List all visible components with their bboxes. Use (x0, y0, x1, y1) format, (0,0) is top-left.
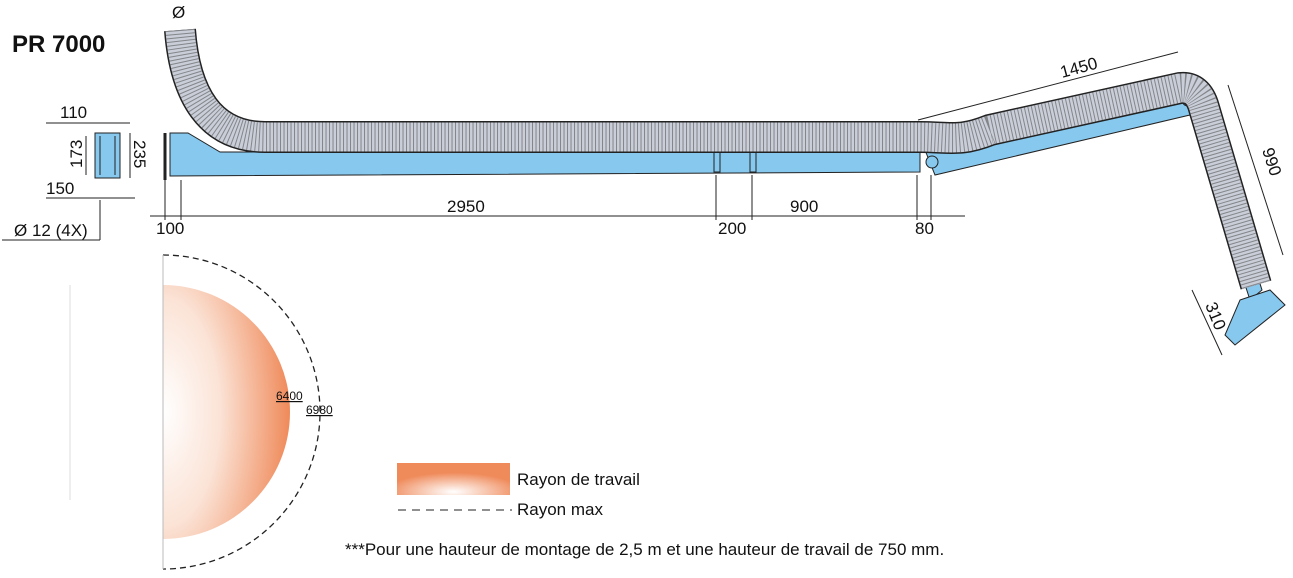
dim-label: 990 (1258, 145, 1285, 178)
dim-label: 2950 (447, 197, 485, 216)
legend-label: Rayon de travail (517, 470, 640, 489)
dim-label: 150 (46, 179, 74, 198)
wall-plate (2, 122, 135, 241)
hose-diameter: Ø (172, 3, 185, 22)
dim-label: 235 (130, 140, 149, 168)
dim-label: 310 (1201, 299, 1229, 332)
dim-label: 80 (915, 219, 934, 238)
dim-label: 200 (718, 219, 746, 238)
footnote: ***Pour une hauteur de montage de 2,5 m … (345, 540, 944, 559)
dim-label: 110 (60, 103, 87, 122)
title: PR 7000 (12, 31, 105, 58)
dimension-lines (150, 51, 1284, 356)
legend-label: Rayon max (517, 500, 603, 519)
legend-swatch (397, 463, 510, 495)
radius-label: 6400 (276, 389, 303, 403)
max-radius (162, 254, 321, 570)
hose (164, 28, 1272, 290)
dim-label: 100 (156, 219, 184, 238)
dim-label: 900 (790, 197, 818, 216)
dim-label: Ø 12 (4X) (14, 221, 88, 240)
work-area (163, 285, 290, 539)
dim-label: 173 (67, 140, 86, 168)
radius-label: 6980 (306, 403, 333, 417)
